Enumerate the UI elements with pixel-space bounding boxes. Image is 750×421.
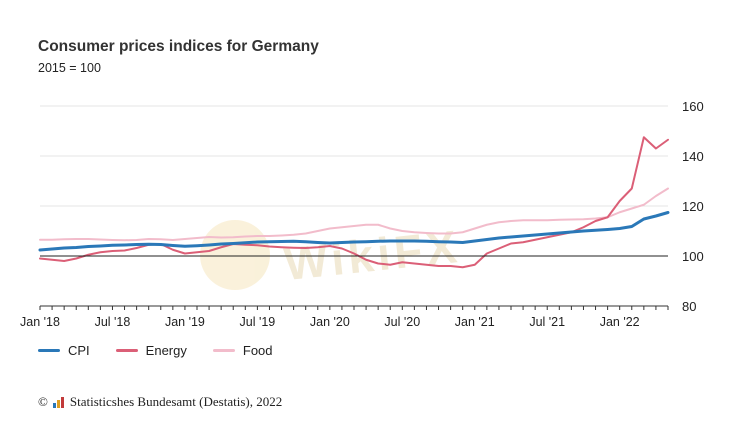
- y-tick-label-140: 140: [682, 149, 704, 164]
- legend-swatch-energy: [115, 349, 138, 352]
- legend-label-energy: Energy: [145, 343, 187, 358]
- legend-swatch-food: [212, 349, 235, 352]
- legend-item-cpi: CPI: [38, 343, 90, 358]
- legend-item-food: Food: [212, 343, 273, 358]
- x-tick-label: Jul '18: [95, 315, 131, 329]
- y-tick-label-160: 160: [682, 99, 704, 114]
- legend-item-energy: Energy: [115, 343, 187, 358]
- x-tick-label: Jul '21: [529, 315, 565, 329]
- series-line-food: [39, 187, 669, 242]
- legend-label-cpi: CPI: [68, 343, 90, 358]
- x-tick-label: Jan '22: [600, 315, 640, 329]
- chart-legend: CPI Energy Food: [38, 343, 299, 358]
- y-tick-label-80: 80: [682, 299, 696, 314]
- x-tick-label: Jan '19: [165, 315, 205, 329]
- x-tick-label: Jan '20: [310, 315, 350, 329]
- series-line-energy: [39, 136, 669, 269]
- x-tick-label: Jan '21: [455, 315, 495, 329]
- x-tick-label: Jul '19: [240, 315, 276, 329]
- source-note: © Statisticshes Bundesamt (Destatis), 20…: [38, 394, 282, 410]
- x-tick-label: Jul '20: [384, 315, 420, 329]
- legend-swatch-cpi: [38, 349, 60, 352]
- y-tick-label-120: 120: [682, 199, 704, 214]
- copyright-symbol: ©: [38, 394, 48, 409]
- legend-label-food: Food: [242, 343, 273, 358]
- destatis-logo-icon: [52, 396, 65, 408]
- series-line-cpi: [38, 211, 670, 252]
- source-text: Statisticshes Bundesamt (Destatis), 2022: [69, 394, 283, 409]
- y-tick-label-100: 100: [682, 249, 704, 264]
- chart-title: Consumer prices indices for Germany: [38, 38, 319, 55]
- x-tick-label: Jan '18: [20, 315, 60, 329]
- chart-subtitle: 2015 = 100: [38, 61, 101, 75]
